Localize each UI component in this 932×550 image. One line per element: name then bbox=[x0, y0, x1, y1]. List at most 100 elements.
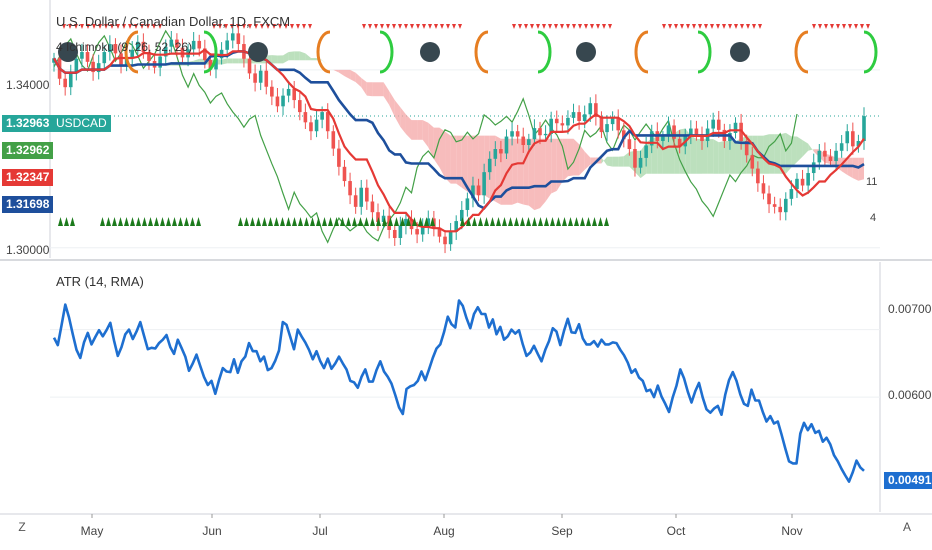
candle-body bbox=[135, 41, 140, 50]
buy-signal-marker bbox=[406, 217, 411, 226]
buy-signal-marker bbox=[430, 217, 435, 226]
candle-body bbox=[767, 193, 771, 205]
buy-signal-marker bbox=[112, 217, 117, 226]
sell-signal-marker bbox=[266, 24, 270, 29]
buy-signal-marker bbox=[460, 217, 465, 226]
buy-signal-marker bbox=[280, 217, 285, 226]
ichimoku-cloud-segment bbox=[540, 138, 546, 209]
ichimoku-cloud-segment bbox=[350, 69, 356, 83]
candle-body bbox=[74, 58, 79, 74]
sell-signal-marker bbox=[236, 24, 240, 29]
candle-body bbox=[141, 41, 146, 53]
sell-signal-marker bbox=[674, 24, 678, 29]
buy-signal-marker bbox=[148, 217, 153, 226]
auto-scale-button[interactable]: A bbox=[902, 520, 911, 534]
candle-body bbox=[392, 229, 397, 238]
time-axis: May Jun Jul Aug Sep Oct Nov bbox=[81, 514, 803, 538]
candle-body bbox=[292, 88, 297, 101]
ichimoku-cloud-segment bbox=[517, 138, 524, 205]
tenkan-sen-line bbox=[53, 48, 865, 233]
sell-signal-marker bbox=[704, 24, 708, 29]
ichimoku-cloud-segment bbox=[713, 139, 719, 174]
candle-body bbox=[409, 218, 414, 230]
sell-signal-marker bbox=[212, 24, 216, 29]
buy-signal-marker bbox=[472, 217, 477, 226]
kijun-sen-line bbox=[52, 50, 865, 210]
ichimoku-cloud-segment bbox=[394, 100, 401, 127]
candle-body bbox=[236, 33, 241, 45]
sell-signal-marker bbox=[560, 24, 564, 29]
ichimoku-cloud-segment bbox=[690, 135, 697, 174]
candle-body bbox=[778, 206, 783, 213]
sell-signal-marker bbox=[848, 24, 852, 29]
time-tick-label: May bbox=[81, 524, 104, 538]
ichimoku-cloud-segment bbox=[422, 120, 429, 148]
sell-signal-marker bbox=[260, 24, 264, 29]
sell-signal-marker bbox=[218, 24, 222, 29]
buy-signal-marker bbox=[466, 217, 471, 226]
ichimoku-cloud-segment bbox=[445, 131, 451, 184]
buy-signal-marker bbox=[364, 217, 369, 226]
candle-body bbox=[789, 189, 794, 199]
sell-signal-marker bbox=[272, 24, 276, 29]
candle-body bbox=[63, 78, 67, 88]
candle-body bbox=[510, 131, 514, 137]
candle-body bbox=[733, 122, 738, 134]
ichimoku-cloud-segment bbox=[428, 122, 434, 160]
sell-signal-marker bbox=[542, 24, 546, 29]
buy-signal-marker bbox=[328, 217, 333, 226]
candle-body bbox=[689, 128, 693, 136]
sell-signal-marker bbox=[254, 24, 258, 29]
candle-body bbox=[806, 173, 810, 186]
buy-signal-marker bbox=[298, 217, 303, 226]
candle-body bbox=[348, 181, 352, 196]
ichimoku-cloud-segment bbox=[836, 157, 842, 172]
buy-signal-marker bbox=[424, 217, 429, 226]
candle-body bbox=[163, 46, 168, 57]
price-pane bbox=[50, 24, 880, 254]
ichimoku-cloud-segment bbox=[567, 138, 574, 177]
candle-body bbox=[197, 40, 202, 49]
sell-signal-marker bbox=[224, 24, 228, 29]
ichimoku-cloud-segment bbox=[579, 144, 585, 176]
scale-button-left[interactable]: Z bbox=[18, 520, 26, 534]
ichimoku-cloud-segment bbox=[495, 135, 501, 205]
sell-signal-marker bbox=[146, 24, 150, 29]
candle-body bbox=[96, 63, 101, 73]
ichimoku-cloud-segment bbox=[858, 157, 864, 181]
candle-body bbox=[80, 52, 84, 59]
cycle-arc bbox=[474, 30, 489, 74]
buy-signal-marker bbox=[520, 217, 525, 226]
ichimoku-cloud-segment bbox=[344, 69, 351, 80]
buy-signal-marker bbox=[166, 217, 171, 226]
sell-signal-marker bbox=[302, 24, 306, 29]
sell-signal-marker bbox=[596, 24, 600, 29]
price-tag-kijun: 1.31698 bbox=[2, 196, 54, 213]
candle-body bbox=[504, 136, 509, 154]
sell-signal-marker bbox=[608, 24, 612, 29]
candle-body bbox=[560, 123, 565, 126]
candle-body bbox=[594, 103, 598, 117]
candle-body bbox=[851, 131, 855, 147]
sell-signal-marker bbox=[716, 24, 720, 29]
buy-signal-marker bbox=[580, 217, 585, 226]
ichimoku-cloud-segment bbox=[378, 82, 384, 97]
buy-signal-marker bbox=[136, 217, 141, 226]
sell-signal-marker bbox=[128, 24, 132, 29]
candle-body bbox=[716, 119, 721, 130]
candle-body bbox=[577, 112, 581, 121]
ichimoku-cloud-segment bbox=[607, 156, 613, 167]
sell-signal-marker bbox=[86, 24, 90, 29]
buy-signal-marker bbox=[190, 217, 195, 226]
candle-body bbox=[521, 136, 526, 146]
buy-signal-marker bbox=[316, 217, 321, 226]
ichimoku-cloud-segment bbox=[338, 69, 345, 77]
sell-signal-marker bbox=[758, 24, 762, 29]
ichimoku-cloud-segment bbox=[763, 134, 770, 174]
sell-signal-marker bbox=[572, 24, 576, 29]
candle-body bbox=[839, 143, 844, 151]
candle-body bbox=[638, 157, 643, 168]
sell-signal-marker bbox=[434, 24, 438, 29]
sell-signal-marker bbox=[404, 24, 408, 29]
